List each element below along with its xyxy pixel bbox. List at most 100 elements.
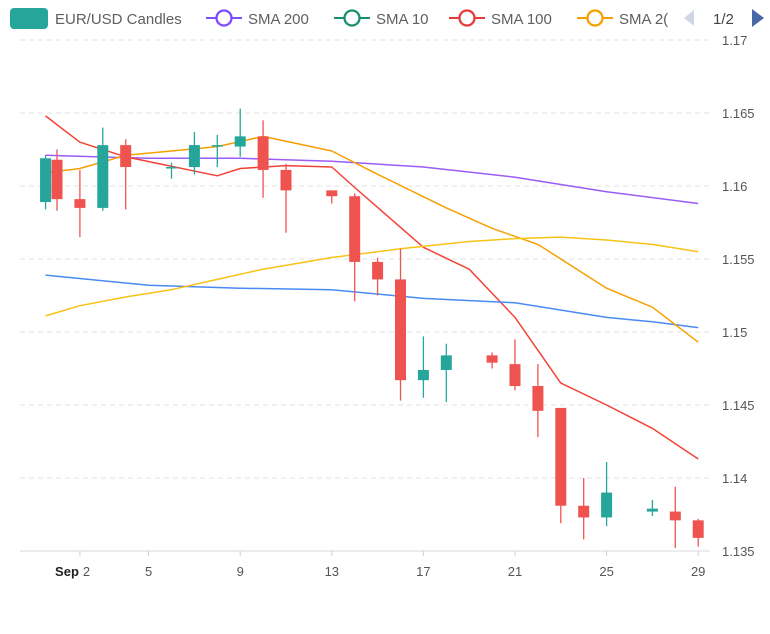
sma-line [45, 274, 699, 329]
candle-body [74, 199, 86, 208]
candle [257, 120, 269, 198]
legend-item: SMA 10 [334, 9, 429, 28]
y-tick-label: 1.165 [722, 106, 755, 121]
sma-line [45, 236, 699, 317]
candle [280, 164, 292, 233]
sma-line [45, 154, 699, 205]
legend-item: EUR/USD Candles [10, 8, 182, 29]
legend-circle-icon [458, 9, 476, 27]
legend-label: SMA 200 [248, 11, 309, 28]
y-tick-label: 1.145 [722, 398, 755, 413]
candle-body [440, 355, 452, 370]
x-tick-label: 21 [508, 564, 522, 579]
legend-circle-icon [343, 9, 361, 27]
x-axis-ticks: Sep 2 5 9 13 17 21 25 29 [55, 551, 705, 579]
candle [486, 352, 498, 369]
candle-body [395, 279, 406, 381]
legend-circle-icon [215, 9, 233, 27]
candle-body [646, 508, 658, 512]
candle-body [349, 196, 361, 262]
candle-body [555, 407, 567, 506]
x-tick-label: 2 [83, 564, 90, 579]
x-tick-label: 17 [416, 564, 430, 579]
legend-item: SMA 2( [577, 9, 668, 28]
candle [578, 478, 590, 540]
candle [601, 461, 613, 527]
legend-page-label: 1/2 [713, 11, 734, 28]
y-tick-label: 1.14 [722, 471, 747, 486]
candle [40, 155, 52, 210]
y-tick-label: 1.17 [722, 33, 747, 48]
y-axis-ticks: 1.17 1.165 1.16 1.155 1.15 1.145 1.14 1.135 [722, 33, 755, 559]
x-tick-label: 25 [599, 564, 613, 579]
legend-background [0, 0, 770, 36]
legend: EUR/USD Candles SMA 200 SMA 10 SMA 100 SMA 2… [10, 2, 770, 34]
x-tick-label: 29 [691, 564, 705, 579]
candle [188, 131, 200, 175]
candle-body [509, 364, 521, 387]
legend-item: SMA 200 [206, 9, 309, 28]
candle-body [417, 369, 429, 381]
legend-pager: 1/2 [672, 2, 770, 34]
x-tick-month: Sep [55, 564, 79, 579]
x-tick-label: 5 [145, 564, 152, 579]
candle-body [51, 159, 63, 200]
candle [440, 343, 452, 403]
candle [97, 127, 109, 211]
candle-body [372, 261, 384, 280]
candle [349, 193, 361, 302]
candle-body [486, 355, 498, 363]
candle [669, 486, 681, 549]
candle [166, 162, 177, 179]
candle [211, 134, 223, 168]
x-tick-label: 9 [237, 564, 244, 579]
candle-body [280, 169, 292, 191]
candle-body [211, 145, 223, 147]
candle [372, 257, 384, 296]
candles [40, 108, 704, 549]
candle-body [692, 520, 704, 538]
candle [51, 149, 63, 211]
candle-body [234, 136, 246, 147]
y-tick-label: 1.15 [722, 325, 747, 340]
legend-label: SMA 10 [376, 11, 429, 28]
candle-body [97, 145, 109, 208]
legend-label: SMA 100 [491, 11, 552, 28]
candle-body [257, 136, 269, 170]
candle-body [669, 511, 681, 521]
candle-body [120, 145, 132, 168]
x-tick-label: 13 [325, 564, 339, 579]
candle [417, 336, 429, 398]
candle-body [578, 505, 590, 518]
candle [509, 339, 521, 391]
legend-label: EUR/USD Candles [55, 11, 182, 28]
legend-candle-icon [10, 8, 48, 29]
candle-body [326, 190, 338, 197]
sma-line [45, 135, 699, 343]
candle [555, 407, 567, 524]
candle-body [532, 386, 544, 411]
sma-line [45, 115, 699, 460]
y-tick-label: 1.155 [722, 252, 755, 267]
candle [692, 518, 704, 547]
candle [234, 108, 246, 157]
y-tick-label: 1.16 [722, 179, 747, 194]
candle-body [601, 492, 613, 518]
candle-body [188, 145, 200, 168]
y-tick-label: 1.135 [722, 544, 755, 559]
candle-body [40, 158, 52, 203]
next-page-icon [752, 9, 764, 27]
grid-lines [20, 39, 712, 479]
sma-lines [45, 115, 699, 460]
prev-page-icon [684, 10, 694, 26]
candle [120, 139, 132, 210]
candle [532, 364, 544, 438]
candle [646, 499, 658, 516]
candle-body [166, 167, 177, 169]
legend-label: SMA 2( [619, 11, 668, 28]
candle [74, 169, 86, 238]
candle [395, 248, 406, 401]
legend-circle-icon [586, 9, 604, 27]
candle [326, 190, 338, 204]
